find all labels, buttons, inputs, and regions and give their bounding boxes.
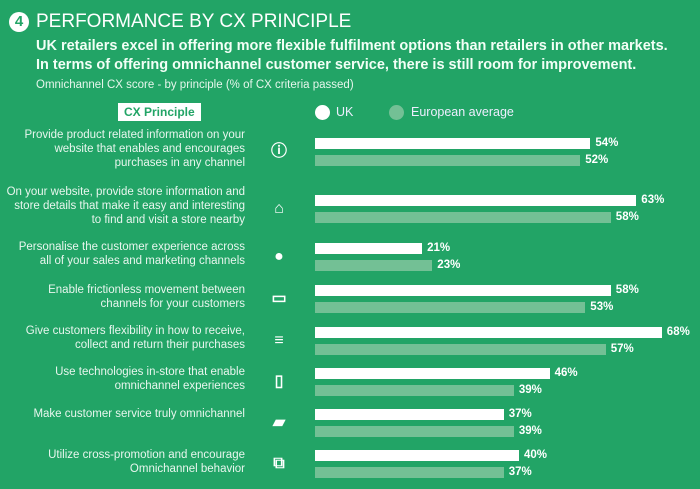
category-label: Personalise the customer experience acro… bbox=[18, 241, 245, 267]
bar-uk bbox=[315, 327, 662, 338]
category-label: Enable frictionless movement between cha… bbox=[48, 284, 245, 310]
store-icon: ⌂ bbox=[274, 200, 284, 217]
bar-european-average bbox=[315, 426, 514, 437]
bar-european-average bbox=[315, 212, 611, 223]
sliders-icon: ≡ bbox=[274, 332, 284, 349]
devices-icon: ▭ bbox=[271, 290, 287, 307]
category-label: Use technologies in-store that enable om… bbox=[55, 366, 245, 392]
legend-eu-label: European average bbox=[411, 105, 514, 119]
category-label: On your website, provide store informati… bbox=[6, 186, 245, 226]
legend-eu-swatch bbox=[389, 105, 404, 120]
chat-icon: ▰ bbox=[272, 414, 286, 431]
data-label: 68% bbox=[666, 326, 690, 338]
bar-european-average bbox=[315, 155, 581, 166]
category-label: Provide product related information on y… bbox=[24, 129, 245, 169]
data-label: 39% bbox=[518, 425, 542, 437]
bar-uk bbox=[315, 285, 611, 296]
data-label: 52% bbox=[585, 154, 609, 166]
data-label: 58% bbox=[615, 284, 639, 296]
link-devices-icon: ⧉ bbox=[273, 455, 285, 472]
phone-nfc-icon: ▯ bbox=[274, 373, 284, 390]
data-label: 37% bbox=[508, 408, 532, 420]
subtitle-line-1: UK retailers excel in offering more flex… bbox=[36, 38, 668, 54]
data-label: 46% bbox=[554, 367, 578, 379]
bar-uk bbox=[315, 368, 550, 379]
data-label: 54% bbox=[595, 137, 619, 149]
category-label: Make customer service truly omnichannel bbox=[33, 408, 245, 420]
person-icon: ● bbox=[274, 248, 284, 265]
bar-european-average bbox=[315, 302, 586, 313]
bar-uk bbox=[315, 409, 504, 420]
data-label: 21% bbox=[427, 242, 451, 254]
bar-uk bbox=[315, 138, 591, 149]
info-icon: ⓘ bbox=[270, 143, 287, 160]
bar-uk bbox=[315, 450, 519, 461]
data-label: 37% bbox=[508, 466, 532, 478]
data-label: 53% bbox=[590, 301, 614, 313]
bar-uk bbox=[315, 195, 637, 206]
legend-uk-swatch bbox=[315, 105, 330, 120]
data-label: 23% bbox=[437, 259, 461, 271]
section-number: 4 bbox=[9, 12, 29, 32]
category-header: CX Principle bbox=[118, 103, 201, 121]
chart-note: Omnichannel CX score - by principle (% o… bbox=[36, 79, 354, 91]
category-label: Utilize cross-promotion and encourage Om… bbox=[48, 449, 245, 475]
subtitle-line-2: In terms of offering omnichannel custome… bbox=[36, 57, 637, 73]
page-title: PERFORMANCE BY CX PRINCIPLE bbox=[36, 11, 352, 32]
data-label: 58% bbox=[615, 211, 639, 223]
data-label: 63% bbox=[641, 194, 665, 206]
bar-european-average bbox=[315, 385, 514, 396]
bar-european-average bbox=[315, 260, 433, 271]
bar-european-average bbox=[315, 344, 606, 355]
category-label: Give customers flexibility in how to rec… bbox=[25, 325, 245, 351]
data-label: 40% bbox=[524, 449, 548, 461]
bar-uk bbox=[315, 243, 423, 254]
bar-european-average bbox=[315, 467, 504, 478]
data-label: 57% bbox=[610, 343, 634, 355]
data-label: 39% bbox=[518, 384, 542, 396]
legend-uk-label: UK bbox=[336, 105, 354, 119]
